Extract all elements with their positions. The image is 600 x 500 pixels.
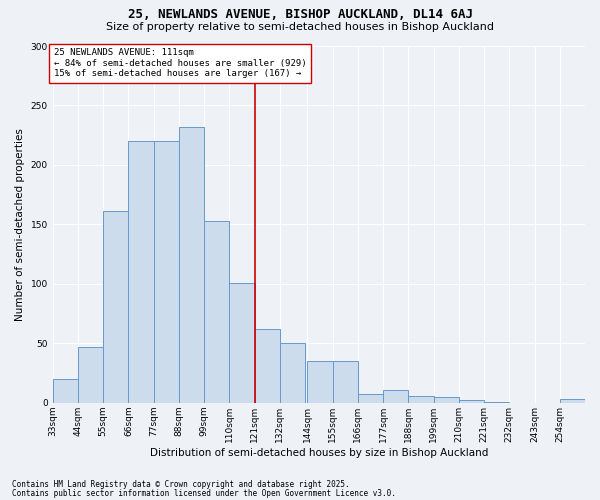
Bar [459, 400, 484, 403]
Bar [560, 399, 585, 403]
Bar [254, 329, 280, 403]
Text: 25 NEWLANDS AVENUE: 111sqm
← 84% of semi-detached houses are smaller (929)
15% o: 25 NEWLANDS AVENUE: 111sqm ← 84% of semi… [54, 48, 307, 78]
Bar [484, 402, 509, 403]
Bar [358, 394, 383, 403]
Text: Size of property relative to semi-detached houses in Bishop Auckland: Size of property relative to semi-detach… [106, 22, 494, 32]
Bar [204, 221, 229, 403]
Bar [229, 282, 254, 403]
Bar [78, 347, 103, 403]
Bar [307, 361, 332, 403]
Text: Contains public sector information licensed under the Open Government Licence v3: Contains public sector information licen… [12, 488, 396, 498]
Bar [154, 141, 179, 403]
Bar [53, 379, 78, 403]
Bar [409, 396, 434, 403]
Text: 25, NEWLANDS AVENUE, BISHOP AUCKLAND, DL14 6AJ: 25, NEWLANDS AVENUE, BISHOP AUCKLAND, DL… [128, 8, 473, 20]
Bar [434, 397, 459, 403]
Bar [332, 361, 358, 403]
Bar [383, 390, 409, 403]
Bar [103, 212, 128, 403]
Y-axis label: Number of semi-detached properties: Number of semi-detached properties [15, 128, 25, 321]
Bar [280, 344, 305, 403]
Text: Contains HM Land Registry data © Crown copyright and database right 2025.: Contains HM Land Registry data © Crown c… [12, 480, 350, 489]
Bar [128, 141, 154, 403]
Bar [179, 127, 204, 403]
X-axis label: Distribution of semi-detached houses by size in Bishop Auckland: Distribution of semi-detached houses by … [149, 448, 488, 458]
